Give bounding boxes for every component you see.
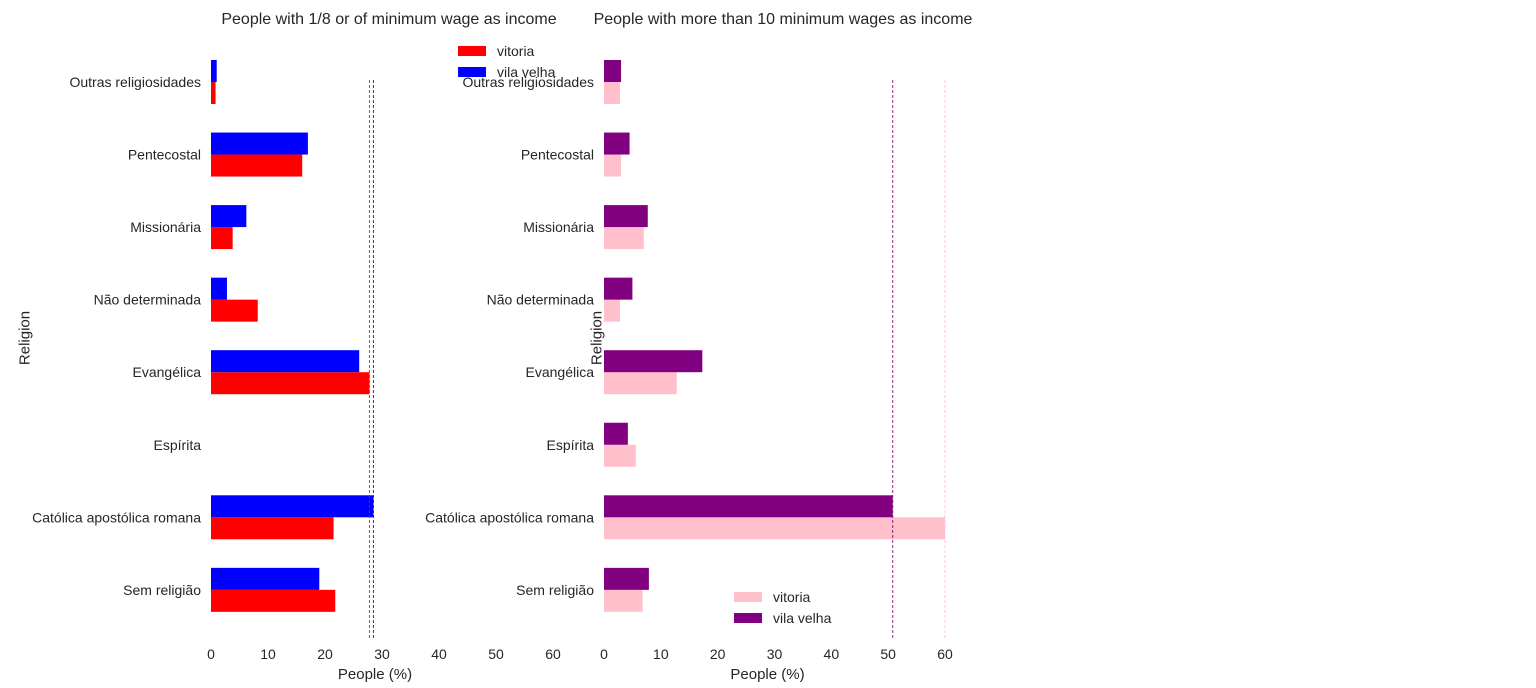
bar-vitoria [211, 154, 303, 177]
bar-vitoria [211, 589, 336, 612]
x-tick-label: 30 [767, 646, 783, 662]
x-tick-label: 50 [880, 646, 896, 662]
bar-vitoria [604, 589, 643, 612]
legend-swatch [734, 613, 762, 623]
legend-label: vitoria [773, 589, 811, 605]
bar-vila-velha [604, 495, 893, 518]
bar-vila-velha [211, 277, 227, 300]
chart-title: People with more than 10 minimum wages a… [594, 11, 973, 28]
x-tick-label: 60 [545, 646, 561, 662]
bar-vila-velha [604, 422, 628, 445]
bar-vila-velha [211, 132, 308, 155]
y-axis-label: Religion [16, 311, 33, 365]
bar-vila-velha [211, 205, 247, 228]
bar-vila-velha [604, 350, 703, 373]
bar-vitoria [604, 82, 620, 104]
x-tick-label: 10 [653, 646, 669, 662]
category-tick-label: Evangélica [526, 364, 595, 380]
x-tick-label: 20 [317, 646, 333, 662]
bar-vitoria [211, 82, 216, 104]
chart-legend: vitoria vila velha [458, 43, 556, 80]
x-tick-label: 10 [260, 646, 276, 662]
chart-title: People with 1/8 or of minimum wage as in… [221, 11, 556, 28]
bar-vila-velha [604, 132, 630, 155]
x-tick-label: 30 [374, 646, 390, 662]
legend-swatch [458, 67, 486, 77]
bar-vitoria [604, 299, 620, 322]
category-tick-label: Espírita [547, 437, 595, 453]
x-axis-label: People (%) [338, 666, 412, 683]
y-axis-label: Religion [588, 311, 605, 365]
category-tick-label: Espírita [154, 437, 202, 453]
x-tick-label: 50 [488, 646, 504, 662]
x-tick-label: 40 [824, 646, 840, 662]
category-tick-label: Outras religiosidades [69, 74, 201, 90]
bar-vila-velha [211, 60, 217, 82]
bar-vila-velha [604, 205, 648, 228]
category-tick-label: Sem religião [516, 582, 594, 598]
category-tick-label: Outras religiosidades [462, 74, 594, 90]
chart-panel-low-income: People with 1/8 or of minimum wage as in… [16, 11, 561, 683]
chart-legend: vitoria vila velha [734, 589, 832, 626]
legend-label: vitoria [497, 43, 535, 59]
chart-panel-high-income: People with more than 10 minimum wages a… [425, 11, 972, 683]
x-tick-label: 0 [207, 646, 215, 662]
bar-vila-velha [604, 277, 633, 300]
bar-vila-velha [211, 567, 320, 590]
bar-vitoria [211, 299, 258, 322]
x-axis-label: People (%) [730, 666, 804, 683]
category-tick-label: Não determinada [487, 292, 595, 308]
bar-vila-velha [604, 60, 622, 82]
bar-vitoria [604, 372, 677, 395]
bar-vitoria [211, 517, 334, 540]
x-tick-label: 60 [937, 646, 953, 662]
category-tick-label: Católica apostólica romana [32, 509, 201, 525]
category-tick-label: Pentecostal [128, 147, 201, 163]
category-tick-label: Missionária [130, 219, 201, 235]
bar-vitoria [604, 154, 622, 177]
x-tick-label: 0 [600, 646, 608, 662]
legend-label: vila velha [497, 64, 556, 80]
bar-vitoria [211, 227, 233, 250]
x-tick-label: 40 [431, 646, 447, 662]
bar-vitoria [604, 444, 636, 467]
bar-vila-velha [211, 495, 374, 518]
category-tick-label: Sem religião [123, 582, 201, 598]
bar-vitoria [211, 372, 370, 395]
x-tick-label: 20 [710, 646, 726, 662]
category-tick-label: Católica apostólica romana [425, 509, 594, 525]
legend-swatch [458, 46, 486, 56]
legend-label: vila velha [773, 610, 832, 626]
category-tick-label: Não determinada [94, 292, 202, 308]
bar-vila-velha [211, 350, 360, 373]
category-tick-label: Missionária [523, 219, 594, 235]
bar-vitoria [604, 227, 644, 250]
bar-vila-velha [604, 567, 649, 590]
legend-swatch [734, 592, 762, 602]
category-tick-label: Pentecostal [521, 147, 594, 163]
category-tick-label: Evangélica [133, 364, 202, 380]
bar-vitoria [604, 517, 945, 540]
